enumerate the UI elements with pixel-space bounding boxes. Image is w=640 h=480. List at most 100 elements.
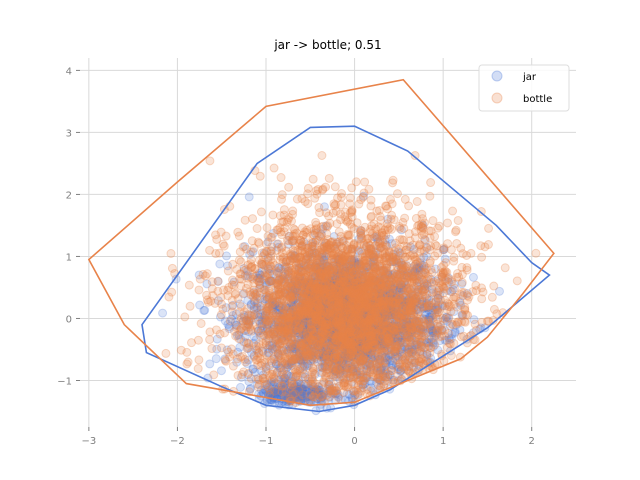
- jar-point: [320, 282, 330, 292]
- jar-point: [317, 302, 327, 312]
- jar-point: [291, 325, 301, 335]
- jar-point: [389, 307, 399, 317]
- jar-point: [403, 321, 413, 331]
- jar-point: [331, 332, 341, 342]
- jar-point: [355, 306, 365, 316]
- bottle-point: [214, 248, 224, 258]
- jar-point: [337, 256, 347, 266]
- jar-point: [313, 287, 323, 297]
- jar-point: [340, 278, 350, 288]
- jar-point: [303, 253, 313, 263]
- jar-point: [295, 289, 305, 299]
- jar-point: [354, 324, 364, 334]
- jar-point: [391, 337, 401, 347]
- jar-point: [328, 364, 338, 374]
- jar-point: [384, 325, 394, 335]
- jar-point: [331, 344, 341, 354]
- jar-point: [362, 341, 372, 351]
- jar-point: [349, 310, 359, 320]
- jar-point: [378, 324, 388, 334]
- jar-point: [358, 333, 368, 343]
- jar-point: [340, 303, 350, 313]
- jar-point: [323, 346, 333, 356]
- jar-point: [317, 307, 327, 317]
- jar-point: [304, 322, 314, 332]
- jar-point: [394, 321, 404, 331]
- jar-point: [366, 323, 376, 333]
- jar-point: [306, 282, 316, 292]
- jar-point: [366, 319, 376, 329]
- jar-point: [334, 339, 344, 349]
- jar-point: [389, 294, 399, 304]
- jar-point: [381, 307, 391, 317]
- jar-point: [256, 305, 266, 315]
- bottle-point: [182, 347, 192, 357]
- jar-point: [306, 274, 316, 284]
- jar-point: [345, 282, 355, 292]
- jar-point: [325, 315, 335, 325]
- jar-point: [348, 317, 358, 327]
- jar-point: [398, 317, 408, 327]
- jar-point: [431, 325, 441, 335]
- jar-point: [322, 264, 332, 274]
- jar-point: [326, 279, 336, 289]
- jar-point: [371, 247, 381, 257]
- jar-point: [274, 263, 284, 273]
- jar-point: [404, 332, 414, 342]
- jar-point: [235, 342, 245, 352]
- jar-point: [370, 288, 380, 298]
- jar-point: [375, 274, 385, 284]
- jar-point: [326, 304, 336, 314]
- jar-point: [379, 281, 389, 291]
- jar-point: [373, 302, 383, 312]
- jar-point: [320, 356, 330, 366]
- jar-point: [355, 286, 365, 296]
- jar-point: [344, 339, 354, 349]
- jar-point: [372, 291, 382, 301]
- bottle-point: [308, 174, 318, 184]
- jar-point: [327, 283, 337, 293]
- jar-point: [398, 307, 408, 317]
- jar-point: [389, 375, 399, 385]
- jar-point: [351, 291, 361, 301]
- bottle-point: [364, 184, 374, 194]
- jar-point: [328, 297, 338, 307]
- jar-point: [329, 319, 339, 329]
- jar-point: [377, 350, 387, 360]
- jar-point: [357, 310, 367, 320]
- jar-point: [352, 275, 362, 285]
- jar-point: [376, 366, 386, 376]
- jar-point: [310, 271, 320, 281]
- jar-point: [300, 334, 310, 344]
- jar-point: [361, 317, 371, 327]
- bottle-point: [284, 182, 294, 192]
- jar-point: [371, 321, 381, 331]
- jar-point: [371, 316, 381, 326]
- jar-point: [285, 286, 295, 296]
- jar-point: [351, 294, 361, 304]
- jar-point: [313, 288, 323, 298]
- jar-point: [400, 310, 410, 320]
- jar-point: [419, 260, 429, 270]
- jar-point: [354, 334, 364, 344]
- jar-point: [277, 274, 287, 284]
- jar-point: [304, 247, 314, 257]
- jar-point: [314, 314, 324, 324]
- jar-point: [330, 358, 340, 368]
- bottle-point: [386, 214, 396, 224]
- jar-point: [297, 339, 307, 349]
- jar-point: [344, 306, 354, 316]
- jar-point: [300, 352, 310, 362]
- jar-point: [385, 321, 395, 331]
- bottle-point: [314, 203, 324, 213]
- jar-point: [290, 353, 300, 363]
- jar-point: [406, 322, 416, 332]
- jar-point: [249, 338, 259, 348]
- jar-point: [350, 304, 360, 314]
- jar-point: [319, 286, 329, 296]
- jar-point: [420, 284, 430, 294]
- jar-point: [318, 293, 328, 303]
- jar-point: [299, 237, 309, 247]
- jar-point: [290, 392, 300, 402]
- jar-point: [404, 297, 414, 307]
